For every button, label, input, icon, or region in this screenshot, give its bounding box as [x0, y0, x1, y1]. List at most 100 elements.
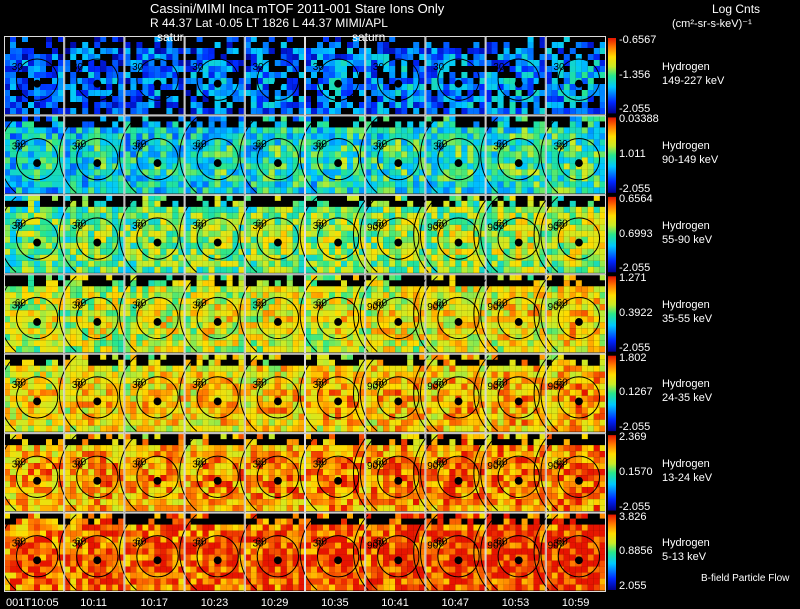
contour-label: 60: [316, 298, 328, 309]
channel-energy: 13-24 keV: [662, 471, 713, 484]
contour-60: [58, 117, 77, 194]
saturn-marker: [273, 238, 282, 247]
contour-30: [316, 296, 360, 340]
saturn-marker: [334, 238, 343, 247]
colorbar-max: 1.271: [619, 272, 647, 285]
contour-30: [316, 217, 360, 260]
contour-60: [299, 355, 318, 432]
contour-label: 60: [135, 139, 147, 150]
channel-label: Hydrogen: [662, 299, 710, 311]
contour-60: [480, 117, 498, 194]
saturn-marker: [153, 318, 162, 326]
contour-label: 30: [493, 539, 505, 550]
contour-30: [437, 455, 480, 498]
contour-60: [480, 355, 498, 432]
units-label: (cm²-sr-s-keV)⁻¹: [672, 18, 752, 30]
units-title: Log Cnts: [712, 2, 761, 16]
contour-label: 60: [195, 536, 207, 547]
contour-label: 60: [376, 536, 388, 547]
contour-30: [196, 535, 239, 578]
contour-label: 90: [548, 461, 560, 472]
contour-60: [118, 355, 137, 432]
contour-label: 60: [135, 457, 147, 468]
contour-label: 90: [487, 223, 499, 234]
contour-label: 30: [553, 62, 565, 73]
contour-60: [179, 355, 197, 432]
contour-30: [256, 58, 300, 101]
saturn-marker: [574, 476, 583, 485]
contour-30: [377, 137, 420, 181]
contour-label: 30: [553, 539, 565, 550]
colorbar-min: -2.055: [619, 262, 651, 275]
contour-60: [58, 514, 77, 591]
contour-label: 30: [553, 459, 565, 470]
contour-30: [437, 296, 480, 340]
contour-30: [196, 455, 239, 498]
colorbar-min: -2.055: [619, 341, 651, 354]
contour-label: 60: [15, 378, 27, 389]
contour-90: [533, 275, 550, 353]
image-panel: 30: [485, 36, 546, 116]
contour-label: 60: [557, 139, 569, 150]
contour-60: [239, 117, 258, 194]
saturn-marker: [394, 159, 403, 168]
saturn-marker: [394, 79, 403, 88]
time-tick-label: 10:17: [140, 597, 169, 609]
contour-60: [179, 434, 197, 511]
contour-label: 90: [487, 461, 499, 472]
saturn-marker: [213, 556, 222, 565]
saturn-marker: [33, 556, 42, 565]
channel-label: Hydrogen: [662, 537, 710, 550]
contour-30: [136, 296, 179, 340]
channel-label: Hydrogen: [662, 60, 710, 73]
contour-60: [118, 434, 137, 511]
contour-30: [76, 296, 119, 340]
saturn-marker: [33, 397, 42, 406]
contour-label: 60: [436, 378, 448, 389]
contour-30: [196, 137, 239, 181]
contour-label: 30: [433, 539, 445, 550]
saturn-marker: [153, 238, 162, 247]
contour-label: 60: [75, 457, 87, 468]
contour-30: [557, 58, 601, 101]
colorbar-min: 2.055: [619, 580, 647, 592]
contour-60: [118, 275, 137, 353]
contour-label: 30: [192, 380, 204, 391]
contour-30: [437, 376, 480, 419]
contour-90: [473, 196, 489, 273]
contour-30: [497, 58, 540, 101]
contour-label: 30: [252, 459, 264, 470]
contour-label: 30: [433, 459, 445, 470]
contour-label: 60: [135, 219, 147, 230]
contour-60: [179, 196, 197, 273]
contour-label: 30: [252, 300, 264, 311]
contour-label: 60: [316, 139, 328, 150]
contour-60: [239, 514, 258, 591]
contour-label: 30: [192, 539, 204, 550]
contour-30: [437, 535, 480, 578]
contour-label: 60: [15, 219, 27, 230]
contour-label: 30: [252, 62, 264, 73]
contour-label: 30: [12, 459, 24, 470]
contour-30: [15, 535, 59, 578]
contour-60: [419, 434, 438, 511]
contour-label: 60: [15, 457, 27, 468]
contour-30: [136, 217, 179, 260]
contour-60: [58, 355, 77, 432]
contour-60: [480, 434, 498, 511]
chart-title: Cassini/MIMI Inca mTOF 2011-001 Stare Io…: [150, 1, 445, 16]
contour-label: 30: [12, 380, 24, 391]
saturn-marker: [514, 556, 523, 565]
contour-label: 30: [373, 459, 385, 470]
contour-label: 60: [316, 536, 328, 547]
time-tick-label: 10:41: [381, 597, 409, 609]
